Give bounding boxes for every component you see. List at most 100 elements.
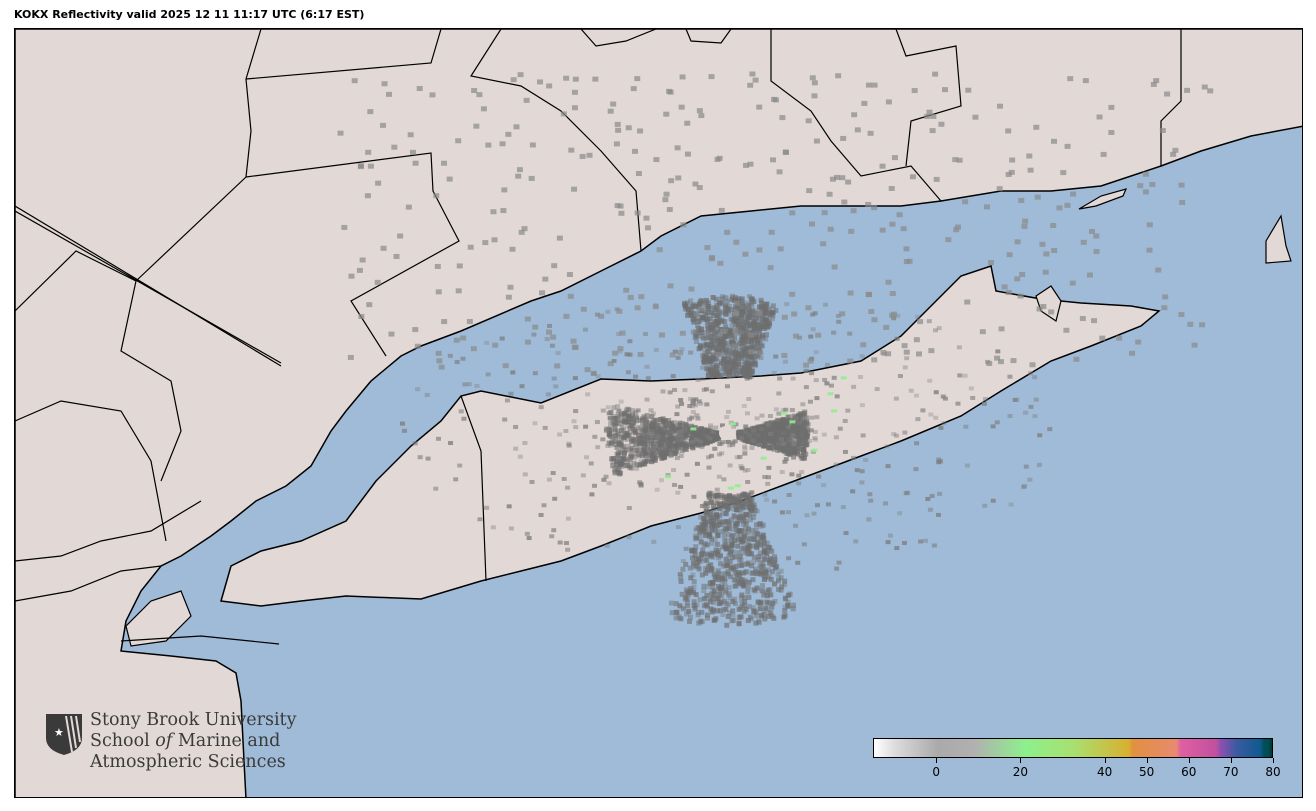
radar-echo [1178, 182, 1185, 188]
radar-echo [650, 411, 656, 416]
radar-echo [789, 472, 795, 477]
radar-echo [795, 448, 801, 454]
radar-echo [775, 429, 781, 435]
radar-echo [727, 522, 733, 528]
radar-echo [611, 359, 617, 364]
radar-echo [775, 417, 781, 422]
radar-echo [727, 550, 733, 556]
radar-echo [563, 313, 570, 319]
radar-echo [847, 358, 854, 364]
radar-echo [739, 296, 745, 302]
radar-echo [627, 294, 634, 300]
radar-echo [738, 319, 744, 325]
radar-echo [729, 495, 735, 501]
radar-echo [778, 437, 784, 442]
radar-echo [623, 463, 629, 469]
radar-echo [840, 135, 847, 141]
radar-echo [815, 332, 822, 338]
radar-echo [742, 367, 748, 373]
radar-echo [717, 367, 723, 373]
radar-echo [972, 114, 979, 120]
radar-echo [734, 484, 741, 488]
radar-echo [1164, 91, 1171, 97]
radar-echo [643, 215, 650, 221]
radar-echo [884, 444, 890, 449]
radar-echo [707, 316, 713, 322]
radar-echo [547, 323, 553, 328]
radar-echo [690, 404, 696, 409]
radar-echo [715, 567, 721, 573]
radar-echo [723, 527, 729, 533]
radar-echo [692, 403, 698, 408]
radar-echo [571, 419, 577, 424]
radar-echo [683, 587, 689, 593]
radar-echo [565, 547, 571, 552]
radar-echo [714, 550, 720, 556]
radar-echo [683, 443, 689, 449]
radar-echo [636, 432, 642, 438]
radar-echo [650, 444, 656, 450]
radar-echo [742, 550, 748, 556]
radar-echo [667, 447, 673, 453]
radar-echo [730, 533, 736, 539]
radar-echo [621, 450, 627, 456]
radar-echo [632, 428, 638, 434]
radar-echo [642, 427, 648, 433]
radar-echo [764, 301, 770, 307]
radar-echo [790, 447, 796, 453]
radar-echo [524, 316, 531, 322]
radar-echo [837, 426, 843, 431]
radar-echo [552, 496, 558, 501]
radar-echo [748, 321, 754, 327]
radar-echo [1032, 375, 1038, 380]
radar-echo [747, 345, 753, 351]
radar-echo [901, 540, 907, 545]
radar-echo [771, 420, 777, 426]
radar-echo [633, 441, 639, 447]
radar-echo [767, 573, 773, 579]
radar-echo [769, 310, 775, 316]
radar-echo [746, 603, 752, 609]
radar-echo [935, 512, 941, 517]
radar-echo [453, 477, 459, 482]
radar-echo [719, 336, 725, 342]
radar-echo [724, 333, 730, 339]
radar-echo [649, 429, 655, 434]
radar-echo [809, 371, 815, 376]
radar-echo [812, 429, 818, 434]
radar-echo [712, 332, 718, 338]
radar-echo [1037, 433, 1043, 438]
radar-echo [683, 546, 689, 551]
radar-echo [752, 436, 758, 442]
radar-echo [643, 426, 649, 432]
radar-echo [677, 603, 683, 609]
radar-echo [940, 394, 946, 399]
radar-echo [725, 520, 731, 525]
radar-echo [995, 349, 1001, 354]
radar-echo [761, 316, 767, 322]
radar-echo [725, 496, 731, 502]
radar-echo [677, 422, 683, 428]
radar-echo [751, 532, 757, 538]
radar-echo [1022, 218, 1029, 224]
radar-echo [820, 241, 827, 247]
radar-echo [616, 470, 622, 476]
radar-echo [744, 374, 750, 380]
radar-echo [737, 614, 743, 620]
radar-echo [781, 352, 788, 358]
radar-echo [714, 362, 720, 368]
radar-echo [698, 301, 704, 307]
radar-echo [801, 440, 807, 445]
radar-echo [776, 576, 782, 582]
radar-echo [704, 402, 710, 407]
radar-echo [786, 414, 792, 420]
radar-echo [674, 412, 680, 417]
radar-echo [759, 566, 765, 571]
radar-echo [801, 419, 807, 425]
radar-echo [699, 526, 705, 532]
radar-echo [831, 330, 837, 335]
radar-echo [745, 339, 751, 345]
radar-echo [679, 429, 685, 434]
radar-echo [708, 606, 714, 612]
radar-echo [621, 414, 627, 420]
